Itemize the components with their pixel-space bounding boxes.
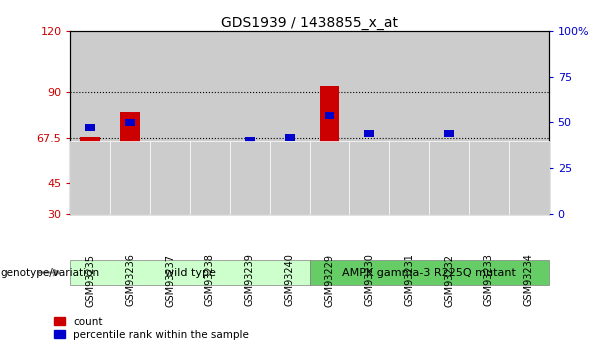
Text: AMPK gamma-3 R225Q mutant: AMPK gamma-3 R225Q mutant	[342, 268, 516, 277]
Bar	[399, 177, 419, 214]
Bar	[120, 112, 140, 214]
Bar	[240, 163, 260, 214]
Text: GSM93233: GSM93233	[484, 254, 494, 306]
Bar	[245, 137, 255, 144]
Bar	[319, 86, 340, 214]
Bar	[389, 31, 429, 214]
Text: GSM93234: GSM93234	[524, 254, 534, 306]
Text: GSM93239: GSM93239	[245, 254, 255, 306]
Bar	[524, 150, 534, 157]
Bar	[80, 137, 101, 214]
Title: GDS1939 / 1438855_x_at: GDS1939 / 1438855_x_at	[221, 16, 398, 30]
Text: wild type: wild type	[165, 268, 215, 277]
Bar	[70, 31, 110, 214]
Bar	[324, 112, 335, 119]
Bar	[160, 179, 180, 214]
Text: GSM93235: GSM93235	[85, 254, 96, 307]
Legend: count, percentile rank within the sample: count, percentile rank within the sample	[54, 317, 249, 340]
Bar	[364, 130, 375, 137]
Text: GSM93237: GSM93237	[165, 254, 175, 307]
Bar	[469, 31, 509, 214]
Bar	[484, 145, 494, 151]
Bar	[359, 147, 379, 214]
Bar	[349, 31, 389, 214]
Bar	[150, 31, 190, 214]
Bar	[110, 31, 150, 214]
Text: GSM93240: GSM93240	[284, 254, 295, 306]
Bar	[519, 184, 539, 214]
Bar	[479, 177, 499, 214]
Bar	[230, 31, 270, 214]
Bar	[200, 177, 220, 214]
Text: genotype/variation: genotype/variation	[0, 268, 99, 277]
Bar	[165, 154, 175, 161]
Bar	[205, 148, 215, 155]
Bar	[284, 134, 295, 140]
Bar	[85, 125, 96, 131]
Bar	[270, 31, 310, 214]
Bar	[444, 130, 454, 137]
Text: GSM93231: GSM93231	[404, 254, 414, 306]
Text: GSM93238: GSM93238	[205, 254, 215, 306]
Text: GSM93229: GSM93229	[324, 254, 335, 307]
Text: GSM93236: GSM93236	[125, 254, 135, 306]
Bar	[310, 31, 349, 214]
Bar	[280, 159, 300, 214]
Text: GSM93232: GSM93232	[444, 254, 454, 307]
Bar	[125, 119, 135, 126]
Bar	[439, 143, 459, 214]
Bar	[429, 31, 469, 214]
Text: GSM93230: GSM93230	[364, 254, 375, 306]
Bar	[404, 146, 414, 154]
Bar	[190, 31, 230, 214]
Bar	[509, 31, 549, 214]
